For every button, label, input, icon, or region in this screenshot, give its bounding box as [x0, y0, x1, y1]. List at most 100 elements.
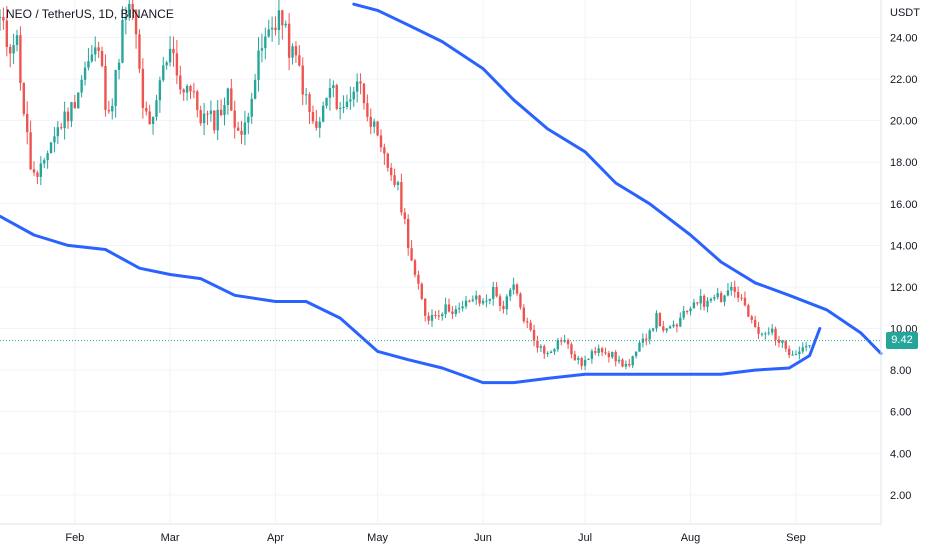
candle-body	[406, 218, 410, 249]
candle-body	[315, 121, 318, 128]
candle	[716, 287, 719, 300]
candle-body	[281, 10, 284, 26]
upper-envelope-line	[352, 2, 883, 355]
candle	[277, 0, 281, 45]
candle	[199, 105, 202, 126]
candle-body	[753, 319, 757, 328]
candle	[406, 214, 410, 256]
candle	[386, 152, 389, 172]
candle	[675, 323, 679, 333]
candle-body	[607, 353, 611, 358]
candle	[570, 342, 573, 359]
candle-body	[577, 358, 580, 360]
candle-body	[386, 153, 389, 168]
candle	[134, 9, 138, 49]
candle-body	[155, 100, 158, 117]
candle	[798, 346, 801, 360]
candle-body	[509, 289, 512, 297]
candle	[587, 358, 590, 360]
candle	[260, 33, 264, 63]
candle	[794, 350, 798, 356]
candle	[223, 97, 226, 126]
candle-body	[709, 298, 713, 301]
candle-body	[532, 329, 536, 341]
candle	[509, 287, 512, 301]
candle	[706, 297, 709, 313]
candle-body	[393, 175, 396, 185]
candle	[784, 340, 787, 352]
candle-body	[243, 122, 247, 135]
candle-body	[185, 85, 189, 93]
candle	[757, 321, 760, 340]
candle	[478, 294, 481, 307]
price-axis[interactable]: USDT 2.004.006.008.0010.0012.0014.0016.0…	[890, 7, 920, 502]
price-tick-label: 2.00	[890, 490, 911, 502]
candle-body	[362, 83, 366, 104]
candle	[128, 0, 131, 21]
candle	[696, 301, 699, 306]
candle-body	[794, 354, 798, 356]
candle	[158, 76, 162, 113]
candle	[182, 88, 185, 101]
candle-body	[750, 316, 753, 320]
candle-body	[454, 309, 457, 314]
candle-body	[675, 324, 679, 327]
candle-body	[230, 88, 233, 111]
candle	[444, 297, 447, 319]
candle	[77, 92, 80, 109]
candle-body	[213, 110, 216, 131]
candle	[624, 360, 628, 370]
candle	[66, 107, 70, 129]
candle-body	[162, 65, 165, 81]
candle	[672, 320, 675, 328]
candle	[492, 281, 495, 306]
candle-body	[434, 314, 437, 316]
candle	[114, 69, 117, 118]
candle	[230, 78, 233, 112]
candle	[107, 100, 111, 114]
candle-body	[49, 142, 53, 154]
candle-body	[485, 300, 488, 302]
candle	[679, 312, 682, 328]
candle-body	[546, 352, 549, 354]
candle	[250, 92, 253, 124]
candle	[209, 100, 213, 122]
candle-body	[634, 351, 638, 357]
candle	[352, 86, 355, 107]
time-axis[interactable]: Feb Mar Apr May Jun Jul Aug Sep	[65, 532, 805, 544]
candle	[719, 290, 723, 303]
candle-body	[165, 62, 168, 66]
candle-body	[587, 358, 590, 360]
candle-body	[655, 313, 658, 329]
candle-body	[458, 308, 461, 310]
candle-body	[196, 91, 199, 111]
candle-body	[784, 340, 787, 349]
candle	[39, 156, 43, 186]
candle	[434, 310, 437, 319]
candle	[243, 110, 247, 146]
candle	[515, 283, 519, 296]
candle-body	[342, 106, 345, 108]
candle-body	[736, 291, 740, 298]
candle-body	[590, 351, 594, 359]
candle-body	[158, 80, 162, 101]
candle-body	[706, 300, 709, 307]
candle	[420, 282, 423, 301]
candle	[233, 100, 236, 139]
candle	[29, 120, 32, 170]
candle-body	[179, 75, 182, 90]
candle-body	[389, 167, 393, 176]
candle-body	[56, 127, 60, 137]
candle	[321, 101, 325, 123]
candle-body	[804, 346, 808, 348]
time-tick-label: Sep	[786, 532, 806, 544]
candle-body	[223, 104, 226, 116]
candle-body	[270, 27, 274, 30]
candle-body	[0, 16, 2, 18]
candle	[498, 293, 502, 312]
candle-body	[39, 163, 43, 177]
candle-body	[111, 105, 114, 112]
candle	[281, 9, 284, 40]
